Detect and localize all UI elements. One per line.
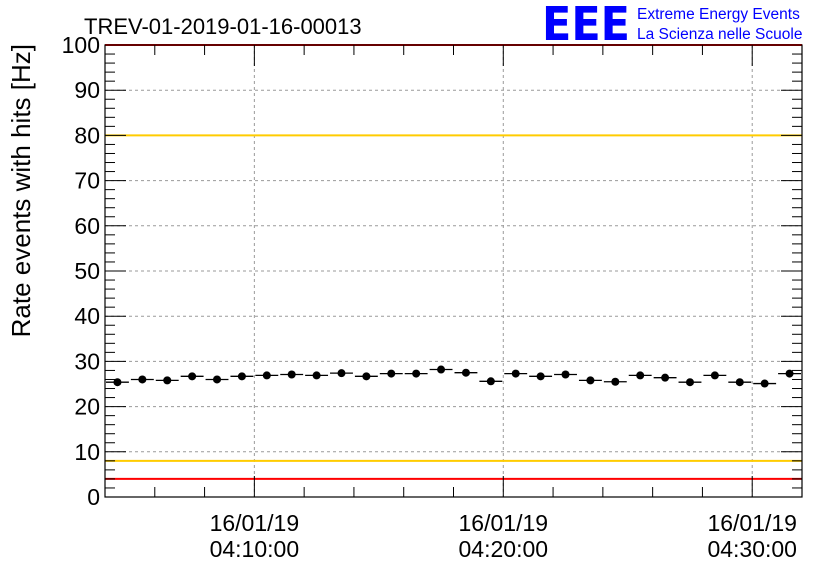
data-marker xyxy=(511,369,520,378)
data-marker xyxy=(362,372,371,381)
chart-title: TREV-01-2019-01-16-00013 xyxy=(84,14,362,39)
data-point xyxy=(404,369,428,378)
axis-ticks xyxy=(104,44,803,498)
y-tick-label: 20 xyxy=(74,394,100,420)
data-marker xyxy=(461,368,470,377)
y-tick-labels: 0 10 20 30 40 50 60 70 80 90 100 xyxy=(62,32,100,510)
data-marker xyxy=(536,372,545,381)
data-series xyxy=(106,365,801,388)
data-marker xyxy=(785,369,794,378)
data-point xyxy=(753,379,777,388)
data-point xyxy=(703,371,727,380)
data-point xyxy=(180,372,204,381)
data-point xyxy=(280,370,304,379)
x-tick-label-date: 16/01/19 xyxy=(210,510,300,536)
data-marker xyxy=(387,369,396,378)
y-tick-label: 90 xyxy=(74,77,100,103)
data-point xyxy=(504,369,528,378)
x-tick-label-date: 16/01/19 xyxy=(459,510,549,536)
x-tick-label-date: 16/01/19 xyxy=(707,510,797,536)
y-tick-label: 40 xyxy=(74,303,100,329)
data-point xyxy=(230,372,254,381)
data-point xyxy=(305,371,329,380)
x-tick-label-time: 04:10:00 xyxy=(210,536,300,562)
data-point xyxy=(479,377,503,386)
data-marker xyxy=(486,377,495,386)
data-point xyxy=(603,377,627,386)
data-marker xyxy=(661,373,670,382)
data-marker xyxy=(735,378,744,387)
eee-logo: EEE Extreme Energy Events La Scienza nel… xyxy=(542,0,802,51)
data-point xyxy=(653,373,677,382)
data-point xyxy=(255,371,279,380)
data-marker xyxy=(685,378,694,387)
y-tick-label: 0 xyxy=(87,484,100,510)
x-tick-label-time: 04:30:00 xyxy=(707,536,797,562)
data-marker xyxy=(262,371,271,380)
y-tick-label: 80 xyxy=(74,122,100,148)
data-point xyxy=(454,368,478,377)
data-marker xyxy=(710,371,719,380)
data-point xyxy=(379,369,403,378)
data-point xyxy=(205,375,229,384)
x-tick-labels: 16/01/1904:10:0016/01/1904:20:0016/01/19… xyxy=(210,510,797,562)
data-marker xyxy=(188,372,197,381)
data-marker xyxy=(113,378,122,387)
y-tick-label: 10 xyxy=(74,439,100,465)
logo-line-1: Extreme Energy Events xyxy=(637,6,800,23)
logo-letters: EEE xyxy=(542,0,630,51)
y-tick-label: 100 xyxy=(62,32,100,58)
data-marker xyxy=(237,372,246,381)
data-point xyxy=(628,371,652,380)
data-marker xyxy=(586,376,595,385)
data-marker xyxy=(561,370,570,379)
logo-line-2: La Scienza nelle Scuole xyxy=(637,26,802,43)
grid xyxy=(105,45,802,497)
y-tick-label: 60 xyxy=(74,213,100,239)
data-point xyxy=(728,378,752,387)
y-axis-title: Rate events with hits [Hz] xyxy=(6,44,36,337)
data-marker xyxy=(312,371,321,380)
data-point xyxy=(678,378,702,387)
data-marker xyxy=(163,376,172,385)
data-point xyxy=(155,376,179,385)
data-point xyxy=(330,369,353,378)
x-tick-label-time: 04:20:00 xyxy=(459,536,549,562)
y-tick-label: 70 xyxy=(74,168,100,194)
data-marker xyxy=(337,369,346,378)
data-marker xyxy=(138,375,147,384)
data-point xyxy=(578,376,602,385)
data-marker xyxy=(213,375,222,384)
data-marker xyxy=(287,370,296,379)
y-tick-label: 30 xyxy=(74,348,100,374)
data-point xyxy=(429,365,453,374)
data-point xyxy=(529,372,553,381)
data-marker xyxy=(636,371,645,380)
data-marker xyxy=(611,377,620,386)
data-marker xyxy=(412,369,421,378)
data-point xyxy=(106,378,129,387)
data-marker xyxy=(437,365,446,374)
reference-lines xyxy=(105,44,802,480)
data-point xyxy=(354,372,378,381)
data-point xyxy=(130,375,154,384)
data-marker xyxy=(760,379,769,388)
y-tick-label: 50 xyxy=(74,258,100,284)
data-point xyxy=(778,369,801,378)
data-point xyxy=(554,370,577,379)
